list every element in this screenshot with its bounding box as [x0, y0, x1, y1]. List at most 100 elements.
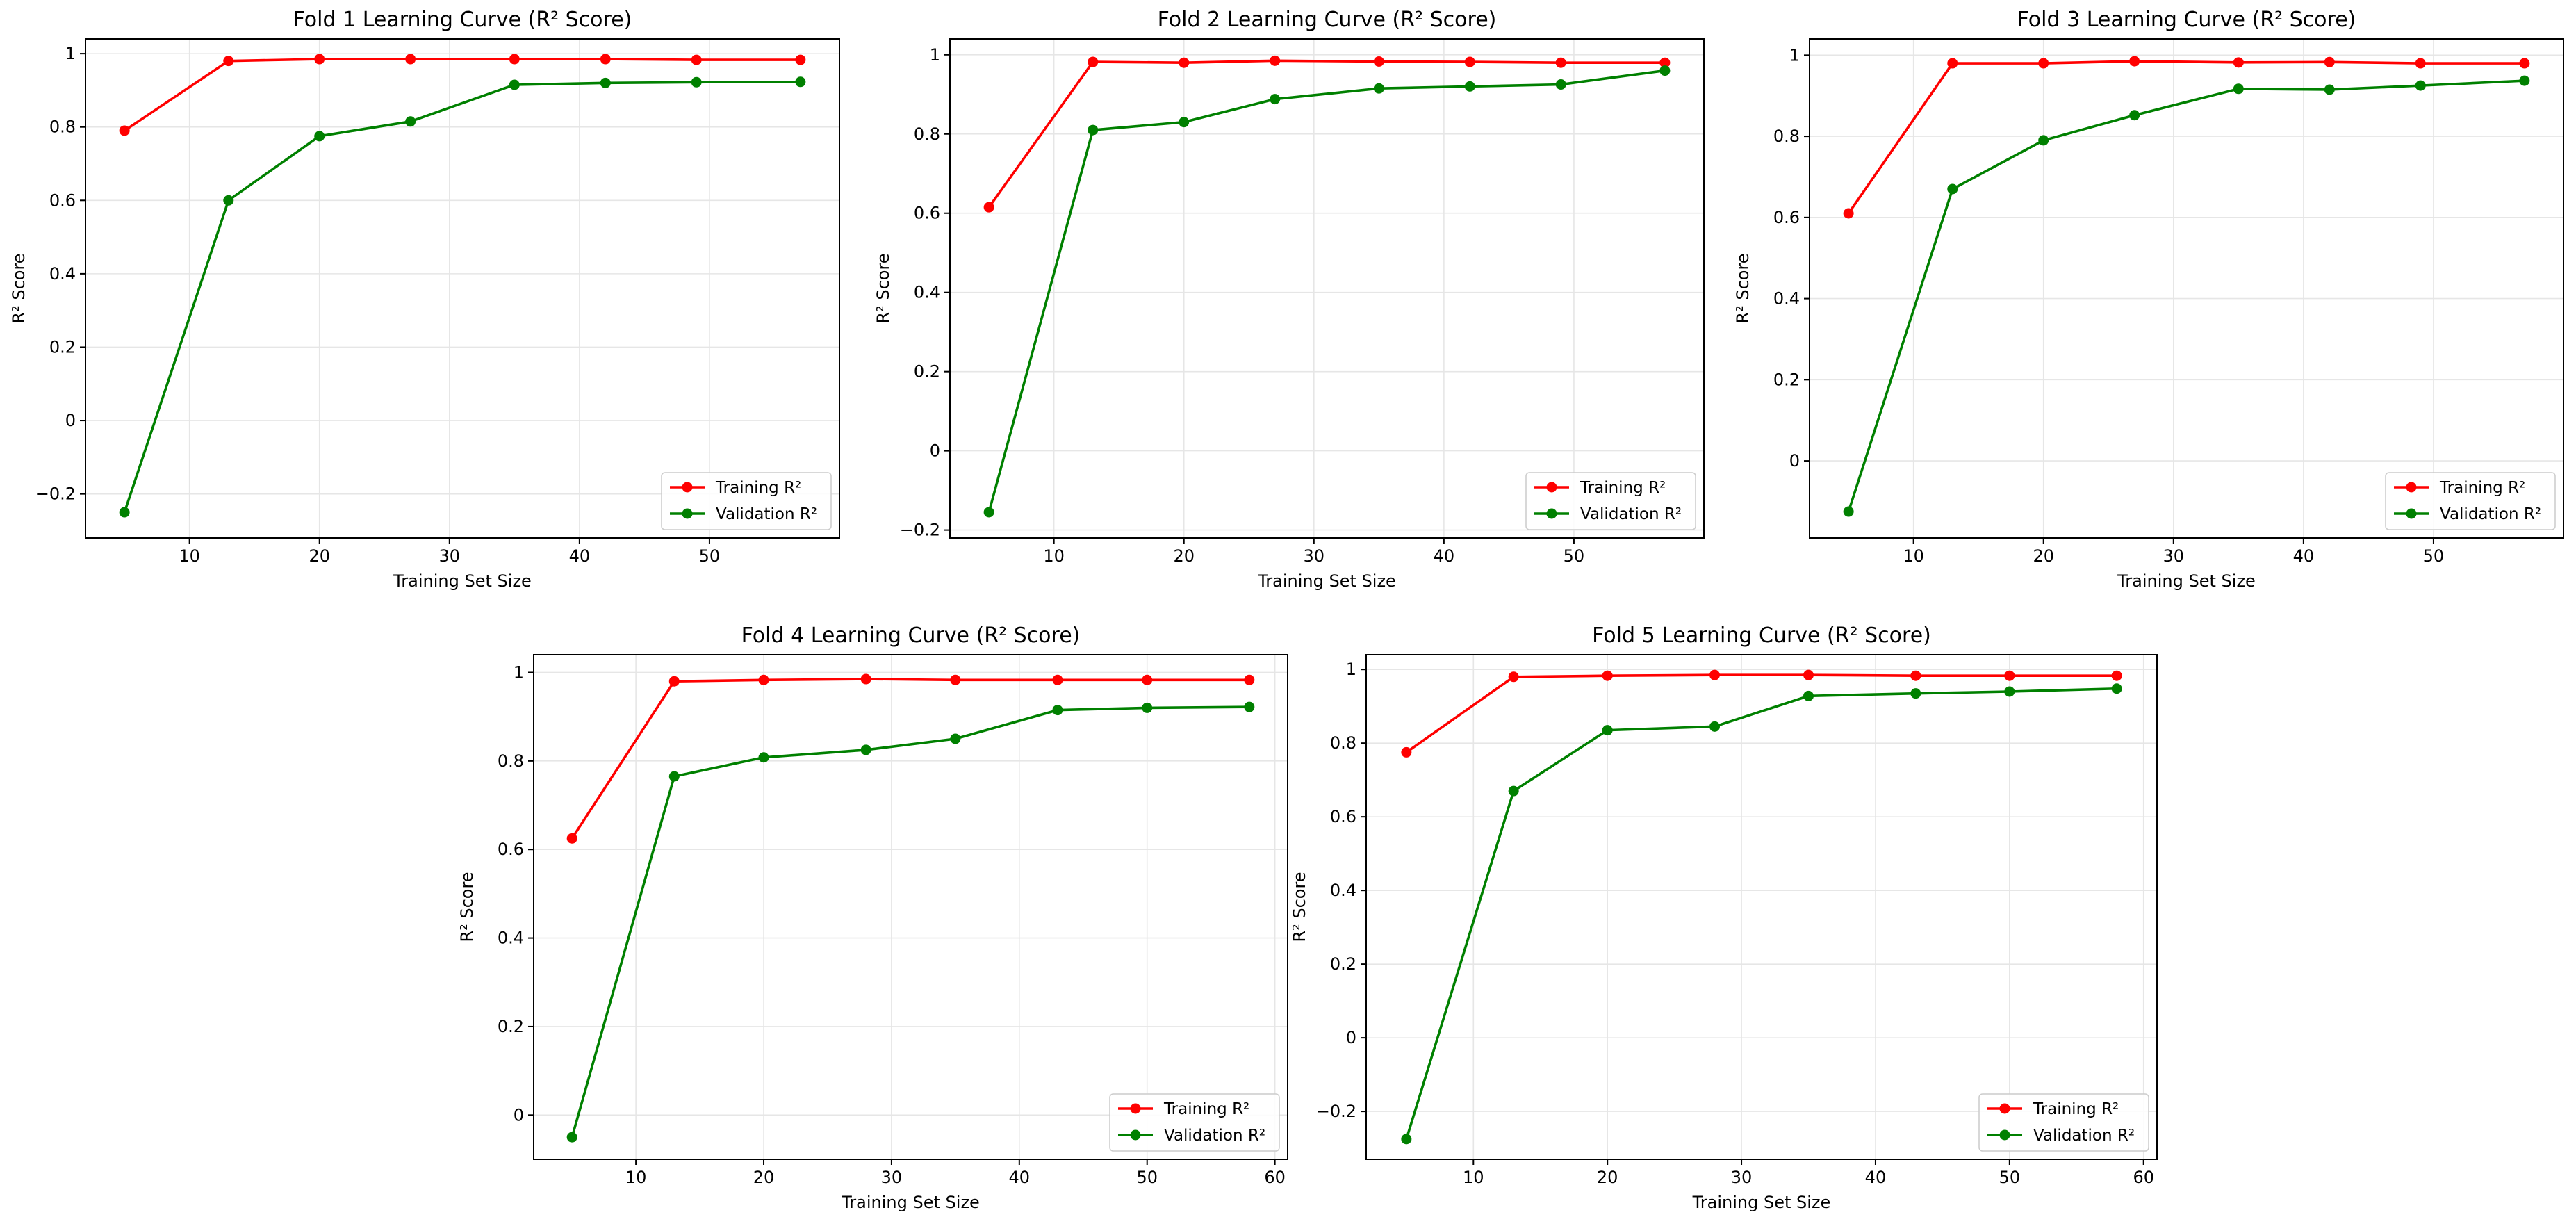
x-tick-label: 50 — [1564, 546, 1585, 566]
y-tick-label: 0.6 — [498, 840, 524, 859]
validation-point — [1555, 79, 1566, 90]
legend-label-training: Training R² — [1163, 1100, 1249, 1118]
y-tick-label: 0.2 — [914, 362, 940, 382]
y-tick-label: −0.2 — [35, 484, 76, 504]
y-tick-label: 1 — [930, 45, 940, 65]
y-axis-label: R² Score — [1733, 253, 1753, 323]
y-tick-label: 0.8 — [1330, 733, 1356, 753]
training-point — [1088, 56, 1099, 67]
validation-point — [1803, 690, 1814, 701]
legend: Training R² Validation R² — [1525, 472, 1696, 530]
x-axis-label: Training Set Size — [1257, 571, 1396, 591]
training-point — [1401, 746, 1412, 758]
validation-point — [2111, 683, 2122, 694]
y-tick-label: 0 — [1789, 451, 1800, 471]
x-tick-label: 10 — [1903, 546, 1924, 566]
validation-point — [1142, 702, 1153, 713]
x-tick-label: 30 — [1731, 1168, 1753, 1187]
y-tick-label: 0 — [1346, 1028, 1356, 1047]
legend: Training R² Validation R² — [2385, 472, 2556, 530]
y-tick-label: 0.6 — [1330, 807, 1356, 826]
training-point — [795, 54, 806, 65]
x-tick-label: 50 — [1999, 1168, 2021, 1187]
legend-marker — [1130, 1129, 1141, 1141]
validation-point — [2415, 80, 2426, 91]
training-point — [668, 676, 680, 687]
y-axis-label: R² Score — [873, 253, 893, 323]
y-tick-label: 1 — [65, 44, 76, 63]
x-tick-label: 30 — [439, 546, 461, 566]
series-line-validation — [987, 69, 1666, 513]
training-point — [1910, 670, 1921, 681]
y-tick-label: −0.2 — [1316, 1102, 1356, 1121]
x-tick-label: 40 — [1009, 1168, 1031, 1187]
chart-3: 10 20 30 40 50 0 0.2 0.4 0.6 0.8 1 Fold 3 Learning … — [1733, 8, 2564, 591]
validation-point — [1910, 688, 1921, 699]
plot-frame — [533, 654, 1288, 1160]
y-tick-label: 0.8 — [1773, 126, 1800, 146]
training-point — [860, 673, 871, 685]
validation-point — [1709, 721, 1720, 732]
y-tick-label: 0.4 — [498, 929, 524, 948]
validation-point — [1947, 183, 1958, 195]
chart-title: Fold 4 Learning Curve (R² Score) — [741, 623, 1081, 648]
validation-point — [2038, 135, 2049, 146]
chart-2: 10 20 30 40 50 −0.2 0 0.2 0.4 0.6 0.8 1 Fold 2 Learn… — [873, 8, 1705, 591]
series-line-validation — [1847, 79, 2525, 512]
series-line-validation — [123, 80, 801, 513]
chart-5: 10 20 30 40 50 60 −0.2 0 0.2 0.4 0.6 0.8 1 Fold 5 Lea… — [1290, 623, 2158, 1212]
legend-label-validation: Validation R² — [716, 505, 817, 523]
x-tick-label: 20 — [1173, 546, 1195, 566]
legend-label-validation: Validation R² — [1164, 1127, 1265, 1145]
validation-point — [1508, 785, 1519, 797]
legend-label-validation: Validation R² — [2440, 505, 2541, 523]
training-point — [2233, 57, 2244, 68]
validation-point — [2233, 83, 2244, 95]
validation-point — [1270, 94, 1281, 105]
y-tick-label: 1 — [1346, 660, 1356, 679]
legend-marker — [682, 482, 693, 493]
x-tick-label: 10 — [1043, 546, 1065, 566]
plot-frame — [1365, 654, 2158, 1160]
y-tick-label: −0.2 — [900, 521, 940, 540]
y-axis-label: R² Score — [1290, 872, 1309, 942]
training-point — [1555, 57, 1566, 68]
training-point — [2415, 58, 2426, 69]
x-tick-label: 10 — [1463, 1168, 1484, 1187]
legend-label-validation: Validation R² — [2033, 1127, 2135, 1145]
x-tick-label: 40 — [1865, 1168, 1887, 1187]
training-point — [1508, 671, 1519, 683]
training-point — [1052, 674, 1063, 685]
training-point — [509, 54, 520, 65]
y-tick-label: 0.4 — [914, 283, 940, 302]
training-point — [2038, 58, 2049, 69]
training-point — [223, 56, 234, 67]
x-tick-label: 10 — [625, 1168, 647, 1187]
training-point — [314, 54, 325, 65]
training-point — [405, 54, 416, 65]
validation-point — [1244, 701, 1255, 712]
training-point — [2324, 56, 2335, 67]
validation-point — [2129, 110, 2140, 121]
validation-point — [1464, 81, 1475, 92]
y-tick-label: 1 — [1789, 45, 1800, 65]
series-line-training — [1405, 673, 2117, 753]
training-point — [119, 125, 130, 136]
validation-point — [405, 116, 416, 127]
validation-point — [758, 752, 769, 763]
y-tick-label: 0.2 — [1773, 370, 1800, 389]
training-point — [1803, 669, 1814, 680]
x-tick-label: 40 — [1434, 546, 1455, 566]
validation-point — [950, 733, 961, 744]
y-axis-label: R² Score — [9, 253, 28, 323]
training-point — [1179, 57, 1190, 68]
training-point — [691, 54, 702, 65]
validation-point — [983, 507, 994, 518]
y-tick-label: 0.4 — [1773, 289, 1800, 309]
series-line-training — [1847, 60, 2525, 215]
legend-label-training: Training R² — [2439, 479, 2525, 497]
x-axis-label: Training Set Size — [1692, 1193, 1831, 1212]
y-tick-label: 0.6 — [49, 190, 76, 210]
series-line-training — [571, 678, 1249, 840]
